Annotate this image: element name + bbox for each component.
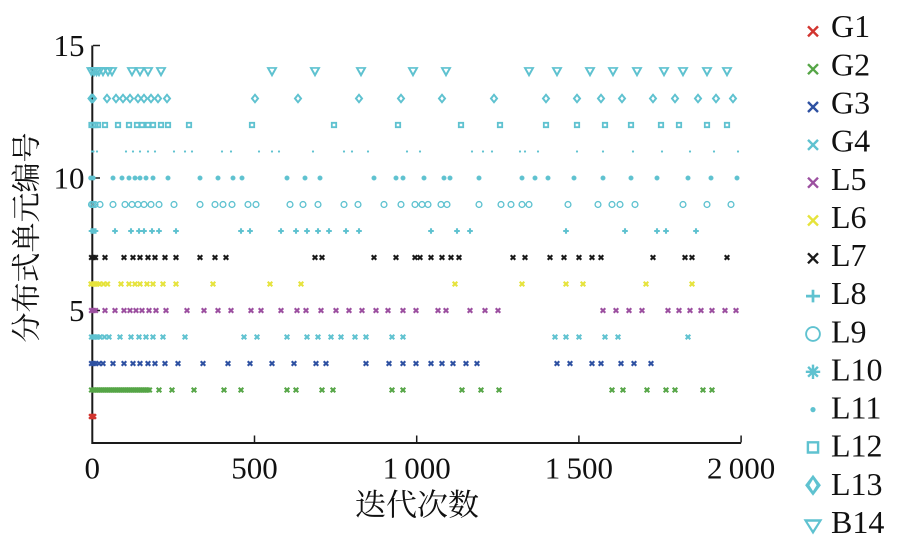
svg-text:2 000: 2 000 [707,451,775,486]
svg-text:L12: L12 [831,428,883,464]
svg-text:1 500: 1 500 [545,451,613,486]
svg-text:15: 15 [54,28,85,63]
svg-text:L5: L5 [831,161,867,197]
svg-text:10: 10 [54,161,85,196]
svg-text:B14: B14 [831,504,884,540]
svg-text:L8: L8 [831,275,867,311]
svg-text:G2: G2 [831,46,870,82]
svg-text:L11: L11 [831,390,881,426]
svg-text:5: 5 [69,293,85,328]
svg-text:G4: G4 [831,123,870,159]
svg-text:L7: L7 [831,237,867,273]
svg-text:1 000: 1 000 [383,451,451,486]
svg-text:G3: G3 [831,85,870,121]
svg-text:L9: L9 [831,313,867,349]
svg-text:L10: L10 [831,352,883,388]
svg-text:0: 0 [85,451,101,486]
svg-text:500: 500 [231,451,278,486]
svg-text:G1: G1 [831,8,870,44]
svg-text:L13: L13 [831,466,883,502]
svg-text:L6: L6 [831,199,867,235]
